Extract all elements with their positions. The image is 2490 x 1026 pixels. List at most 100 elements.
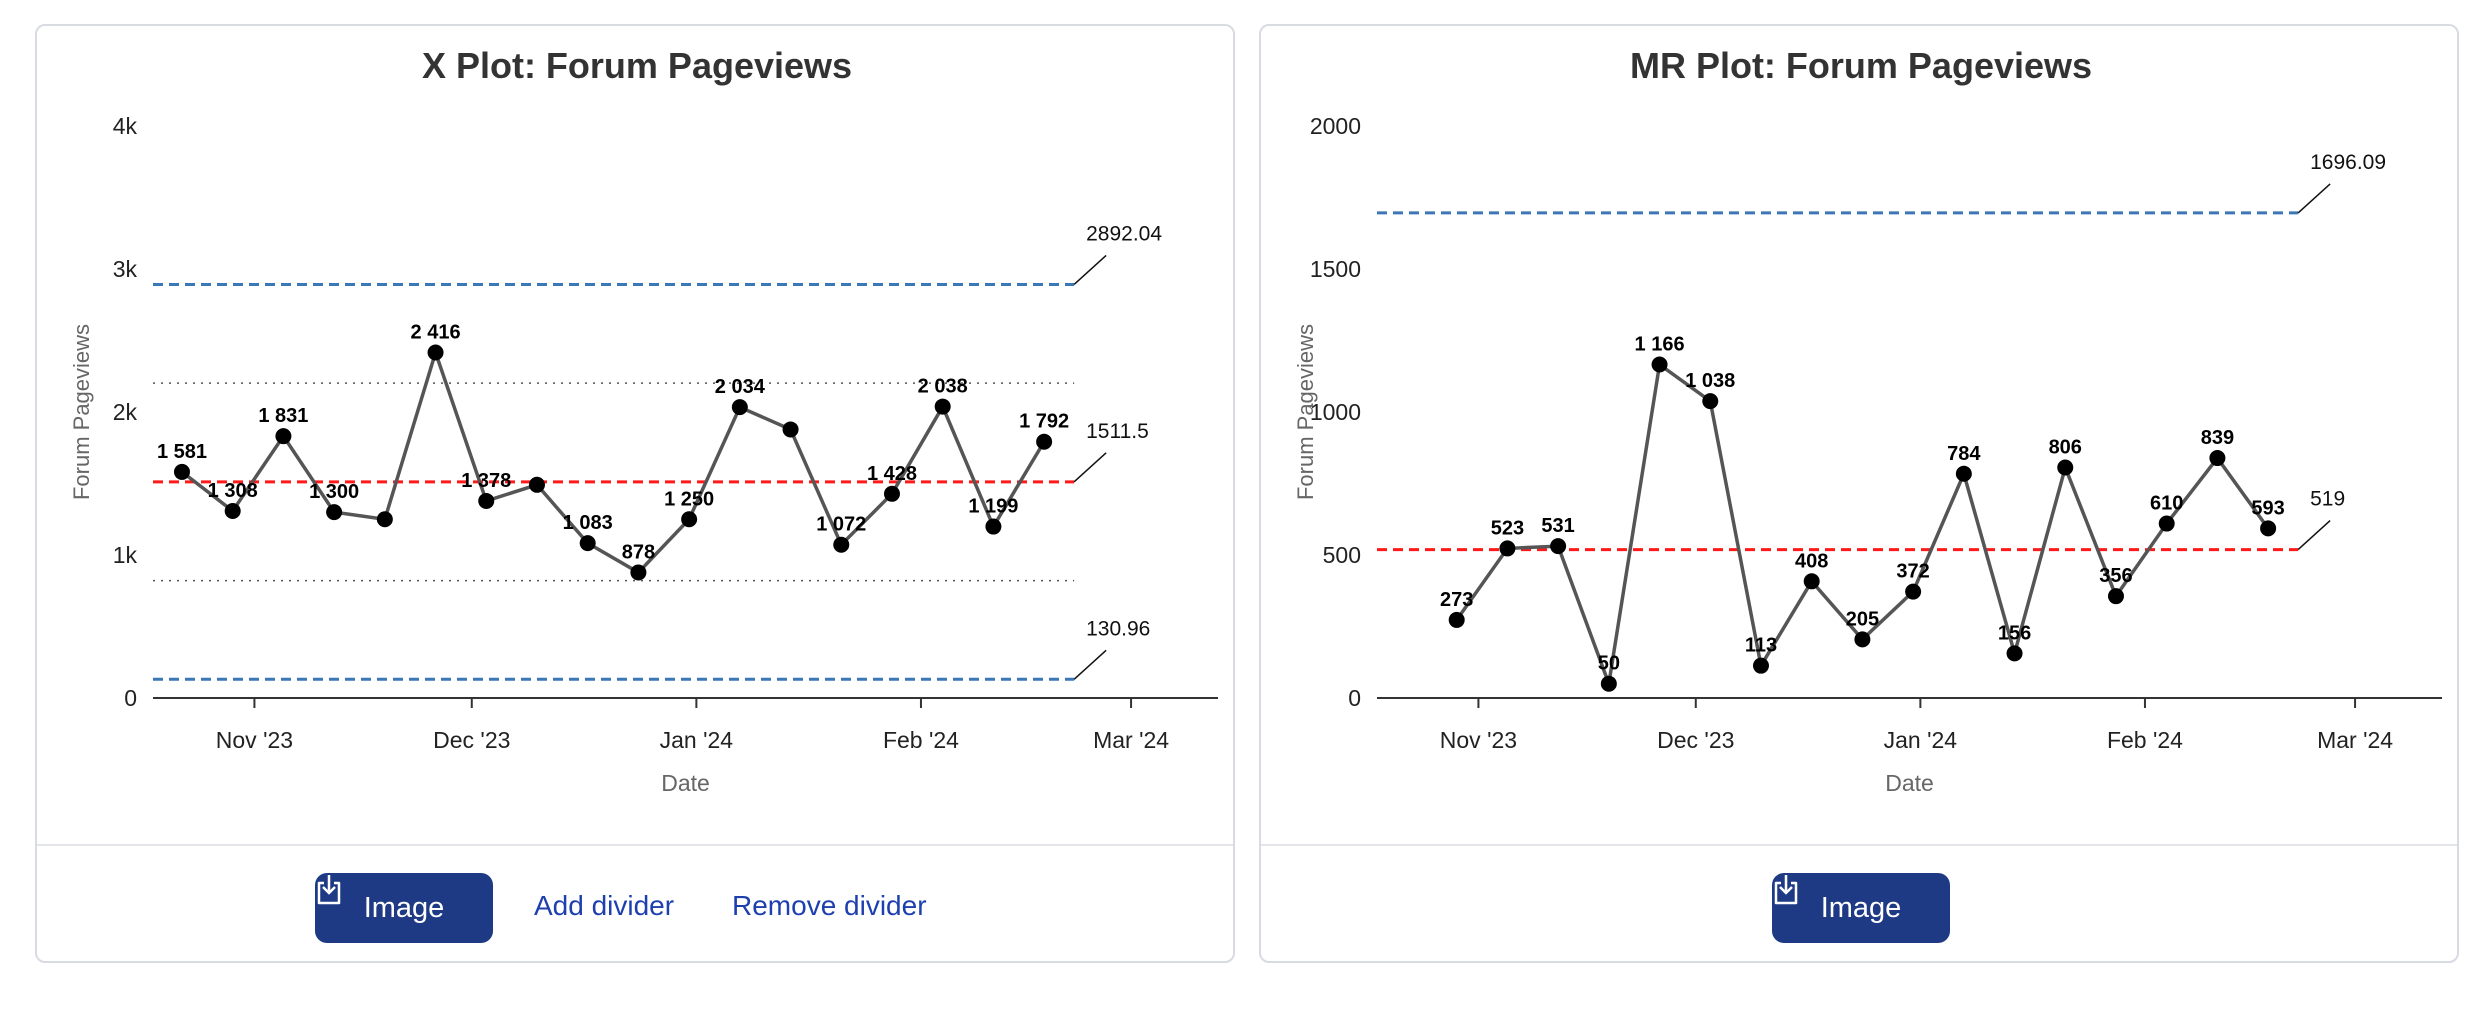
add-divider-link[interactable]: Add divider xyxy=(534,890,675,921)
data-label: 1 831 xyxy=(258,405,308,427)
data-point xyxy=(985,518,1002,535)
data-point xyxy=(326,504,343,521)
x-axis-label: Date xyxy=(661,770,710,796)
data-point xyxy=(1854,631,1871,648)
y-axis-label: Forum Pageviews xyxy=(69,324,94,500)
data-point xyxy=(275,428,292,445)
data-point xyxy=(883,485,900,502)
data-label: 1 072 xyxy=(816,514,866,536)
data-point xyxy=(1499,540,1516,557)
center-label-leader xyxy=(1073,452,1107,483)
data-point xyxy=(579,535,596,552)
x-tick-label: Nov '23 xyxy=(216,727,293,753)
mr-plot-card: MR Plot: Forum Pageviews Forum Pageviews D… xyxy=(1259,24,2459,963)
data-point xyxy=(731,399,748,416)
data-label: 372 xyxy=(1896,561,1929,583)
image-button-label: Image xyxy=(1820,891,1902,924)
data-point xyxy=(782,421,799,438)
data-label: 1 199 xyxy=(968,496,1018,518)
x-plot-footer: Image Add divider Remove divider xyxy=(37,844,1233,961)
data-label: 878 xyxy=(622,541,655,563)
data-label: 1 792 xyxy=(1019,411,1069,433)
x-tick-label: Nov '23 xyxy=(1440,727,1517,753)
data-label: 205 xyxy=(1846,608,1879,630)
data-point xyxy=(681,511,698,528)
data-label: 1 428 xyxy=(867,463,917,485)
data-point xyxy=(2158,515,2175,532)
download-icon xyxy=(317,875,341,905)
x-plot-card: X Plot: Forum Pageviews Forum Pageviews Da… xyxy=(35,24,1235,963)
data-point xyxy=(1955,465,1972,482)
data-point xyxy=(2057,459,2074,476)
data-label: 1 300 xyxy=(309,481,359,503)
data-label: 156 xyxy=(1998,622,2031,644)
data-point xyxy=(1651,356,1668,373)
y-tick-label: 3k xyxy=(113,256,138,282)
data-point xyxy=(1600,675,1617,692)
data-label: 273 xyxy=(1440,589,1473,611)
data-label: 1 083 xyxy=(563,512,613,534)
data-label: 2 038 xyxy=(918,376,968,398)
data-point xyxy=(2209,450,2226,467)
data-label: 1 166 xyxy=(1635,334,1685,356)
data-point xyxy=(1702,393,1719,410)
data-label: 1 308 xyxy=(208,480,258,502)
x-plot-chart: X Plot: Forum Pageviews Forum Pageviews Da… xyxy=(69,45,1218,796)
download-icon xyxy=(1774,875,1798,905)
x-axis-label: Date xyxy=(1885,770,1934,796)
data-point xyxy=(630,564,647,581)
center-label-leader xyxy=(2297,520,2331,551)
data-point xyxy=(2107,588,2124,605)
ucl-label-leader xyxy=(1073,254,1107,285)
data-label: 1 038 xyxy=(1685,370,1735,392)
ucl-limit-label: 2892.04 xyxy=(1086,222,1162,245)
lcl-limit-label: 130.96 xyxy=(1086,617,1150,640)
x-tick-label: Dec '23 xyxy=(1657,727,1734,753)
data-label: 2 416 xyxy=(411,322,461,344)
data-point xyxy=(1448,611,1465,628)
data-label: 806 xyxy=(2049,436,2082,458)
series-line xyxy=(180,346,1046,575)
lcl-label-leader xyxy=(1073,649,1107,680)
x-tick-label: Feb '24 xyxy=(883,727,959,753)
data-label: 1 250 xyxy=(664,488,714,510)
data-label: 50 xyxy=(1598,653,1620,675)
x-tick-label: Mar '24 xyxy=(2317,727,2393,753)
y-tick-label: 0 xyxy=(124,685,137,711)
data-label: 408 xyxy=(1795,550,1828,572)
data-point xyxy=(528,476,545,493)
data-point xyxy=(1036,433,1053,450)
x-tick-label: Feb '24 xyxy=(2107,727,2183,753)
download-image-button[interactable]: Image xyxy=(315,873,493,943)
image-button-label: Image xyxy=(363,891,445,924)
data-label: 1 378 xyxy=(461,470,511,492)
y-tick-label: 0 xyxy=(1348,685,1361,711)
y-axis-label: Forum Pageviews xyxy=(1293,324,1318,500)
data-point xyxy=(1905,583,1922,600)
mr-plot-footer: Image xyxy=(1261,844,2457,961)
data-label: 531 xyxy=(1541,515,1574,537)
data-point xyxy=(1550,538,1567,555)
center-limit-label: 1511.5 xyxy=(1086,420,1149,443)
data-point xyxy=(934,398,951,415)
center-limit-label: 519 xyxy=(2310,488,2345,511)
y-tick-label: 1500 xyxy=(1310,256,1361,282)
ucl-label-leader xyxy=(2297,183,2331,214)
data-label: 593 xyxy=(2251,497,2284,519)
y-tick-label: 500 xyxy=(1323,542,1361,568)
y-tick-label: 1000 xyxy=(1310,399,1361,425)
data-point xyxy=(2260,520,2277,537)
x-tick-label: Mar '24 xyxy=(1093,727,1169,753)
data-label: 113 xyxy=(1745,635,1777,657)
data-point xyxy=(224,502,241,519)
data-point xyxy=(427,344,444,361)
download-image-button[interactable]: Image xyxy=(1772,873,1950,943)
data-label: 784 xyxy=(1947,443,1981,465)
data-point xyxy=(478,492,495,509)
remove-divider-link[interactable]: Remove divider xyxy=(732,890,927,921)
data-label: 839 xyxy=(2201,427,2234,449)
chart-title: MR Plot: Forum Pageviews xyxy=(1630,45,2092,86)
data-point xyxy=(1803,573,1820,590)
y-tick-label: 1k xyxy=(113,542,138,568)
data-point xyxy=(376,511,393,528)
